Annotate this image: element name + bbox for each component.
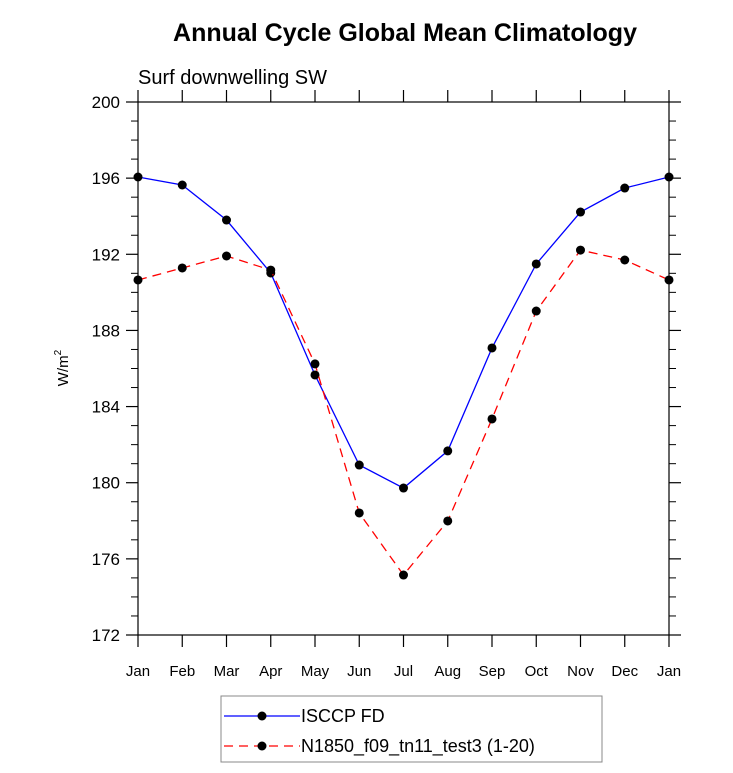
data-point <box>266 265 276 275</box>
y-axis-label-superscript: 2 <box>53 349 64 355</box>
x-tick-label: Apr <box>259 663 282 680</box>
x-tick-label: Jun <box>347 663 371 680</box>
data-point <box>443 516 453 526</box>
y-tick-label: 200 <box>92 93 120 112</box>
legend-label-model: N1850_f09_tn11_test3 (1-20) <box>301 736 535 757</box>
data-point <box>620 255 630 265</box>
legend-marker-isccp <box>257 711 267 721</box>
x-tick-label: May <box>301 663 330 680</box>
legend: ISCCP FD N1850_f09_tn11_test3 (1-20) <box>220 695 603 763</box>
data-point <box>531 306 541 316</box>
x-tick-label: Jan <box>126 663 150 680</box>
data-point <box>133 172 143 182</box>
x-tick-label: Dec <box>611 663 638 680</box>
y-axis-label-text: W/m <box>55 355 72 386</box>
data-point <box>222 215 231 225</box>
series-0 <box>133 172 674 493</box>
chart-subtitle: Surf downwelling SW <box>138 67 327 89</box>
data-point <box>487 343 497 353</box>
series-line <box>137 249 670 577</box>
data-point <box>133 275 143 285</box>
y-tick-label: 188 <box>92 321 120 340</box>
legend-box <box>220 695 603 763</box>
data-point <box>310 370 320 380</box>
x-tick-label: Oct <box>525 663 549 680</box>
data-point <box>177 263 187 273</box>
legend-item-model: N1850_f09_tn11_test3 (1-20) <box>224 736 535 757</box>
plot-frame <box>137 101 670 636</box>
y-tick-label: 180 <box>92 474 120 493</box>
x-tick-label: Sep <box>479 663 506 680</box>
legend-marker-model <box>257 741 267 751</box>
data-point <box>576 207 585 217</box>
series-layer <box>133 172 674 580</box>
data-point <box>487 414 497 424</box>
legend-label-isccp: ISCCP FD <box>301 706 385 726</box>
data-point <box>310 359 320 369</box>
y-tick-label: 196 <box>92 169 120 188</box>
x-tick-label: Aug <box>434 663 461 680</box>
data-point <box>177 180 187 190</box>
axes: 172 176 180 184 188 192 196 200 Jan Feb Mar Apr May J… <box>92 90 681 680</box>
data-point <box>664 172 674 182</box>
series-line <box>137 176 670 489</box>
y-tick-label: 176 <box>92 550 120 569</box>
y-tick-label: 172 <box>92 626 120 645</box>
data-point <box>620 183 630 193</box>
data-point <box>576 245 585 255</box>
x-tick-label: Nov <box>567 663 594 680</box>
data-point <box>664 275 674 285</box>
data-point <box>354 508 364 518</box>
y-axis-label: W/m2 <box>53 349 72 386</box>
legend-item-isccp: ISCCP FD <box>224 706 385 726</box>
y-tick-label: 184 <box>92 398 120 417</box>
x-tick-label: Jan <box>657 663 681 680</box>
data-point <box>354 460 364 470</box>
chart-title: Annual Cycle Global Mean Climatology <box>173 19 637 47</box>
data-point <box>531 259 541 269</box>
data-point <box>399 483 408 493</box>
data-point <box>222 251 231 261</box>
y-tick-label: 192 <box>92 245 120 264</box>
x-tick-label: Mar <box>214 663 240 680</box>
data-point <box>443 446 453 456</box>
x-tick-label: Feb <box>169 663 195 680</box>
data-point <box>399 570 408 580</box>
x-tick-label: Jul <box>394 663 413 680</box>
series-1 <box>133 245 674 580</box>
